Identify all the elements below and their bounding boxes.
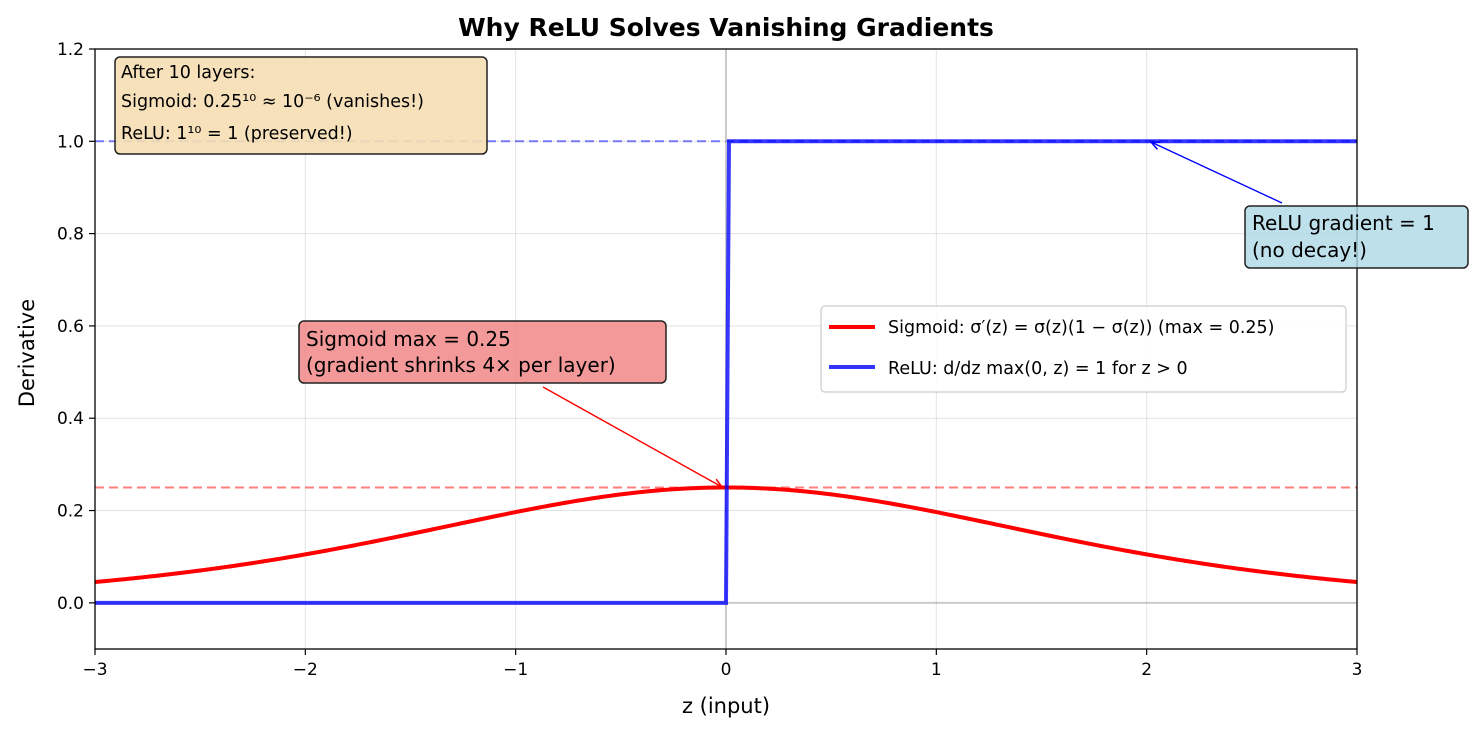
relu-annotation-arrow <box>1151 142 1283 204</box>
x-tick-label: −3 <box>82 660 107 680</box>
y-tick-label: 0.0 <box>57 594 84 614</box>
x-tick-label: 2 <box>1141 660 1152 680</box>
sigmoid-annotation: Sigmoid max = 0.25 (gradient shrinks 4× … <box>298 320 722 487</box>
legend-label-relu: ReLU: d/dz max(0, z) = 1 for z > 0 <box>888 359 1188 379</box>
info-box-line-3: ReLU: 1¹⁰ = 1 (preserved!) <box>121 124 353 144</box>
y-tick-label: 0.6 <box>57 317 84 337</box>
axis-ticks: −3 −2 −1 0 1 2 3 0.0 0.2 0.4 0.6 0.8 1.0 1.2 <box>57 40 1362 680</box>
relu-annotation-line-2: (no decay!) <box>1252 238 1367 262</box>
info-box-line-1: After 10 layers: <box>121 63 255 83</box>
sigmoid-annotation-line-1: Sigmoid max = 0.25 <box>306 327 511 351</box>
relu-annotation-box <box>1244 205 1469 269</box>
y-tick-label: 0.2 <box>57 502 84 522</box>
relu-annotation-line-1: ReLU gradient = 1 <box>1252 211 1435 235</box>
x-axis-title: z (input) <box>682 694 770 718</box>
info-box: After 10 layers: Sigmoid: 0.25¹⁰ ≈ 10⁻⁶ … <box>114 56 488 155</box>
info-box-line-2: Sigmoid: 0.25¹⁰ ≈ 10⁻⁶ (vanishes!) <box>121 92 424 112</box>
x-tick-label: −2 <box>293 660 318 680</box>
relu-derivative-line <box>95 139 1357 605</box>
y-tick-label: 1.2 <box>57 40 84 60</box>
x-tick-label: 3 <box>1352 660 1363 680</box>
x-tick-label: −1 <box>503 660 528 680</box>
x-tick-label: 1 <box>931 660 942 680</box>
chart-title: Why ReLU Solves Vanishing Gradients <box>458 13 994 42</box>
sigmoid-annotation-line-2: (gradient shrinks 4× per layer) <box>306 353 616 377</box>
x-tick-label: 0 <box>721 660 732 680</box>
y-tick-label: 1.0 <box>57 132 84 152</box>
relu-annotation: ReLU gradient = 1 (no decay!) <box>1151 142 1469 269</box>
y-tick-label: 0.8 <box>57 225 84 245</box>
legend: Sigmoid: σ′(z) = σ(z)(1 − σ(z)) (max = 0… <box>820 305 1347 393</box>
series-lines <box>94 139 1358 605</box>
sigmoid-annotation-box <box>298 320 667 384</box>
sigmoid-annotation-arrow <box>542 386 722 487</box>
y-axis-title: Derivative <box>15 299 39 407</box>
legend-frame <box>820 305 1347 393</box>
legend-label-sigmoid: Sigmoid: σ′(z) = σ(z)(1 − σ(z)) (max = 0… <box>888 318 1275 338</box>
info-box-background <box>114 56 488 155</box>
y-tick-label: 0.4 <box>57 409 84 429</box>
